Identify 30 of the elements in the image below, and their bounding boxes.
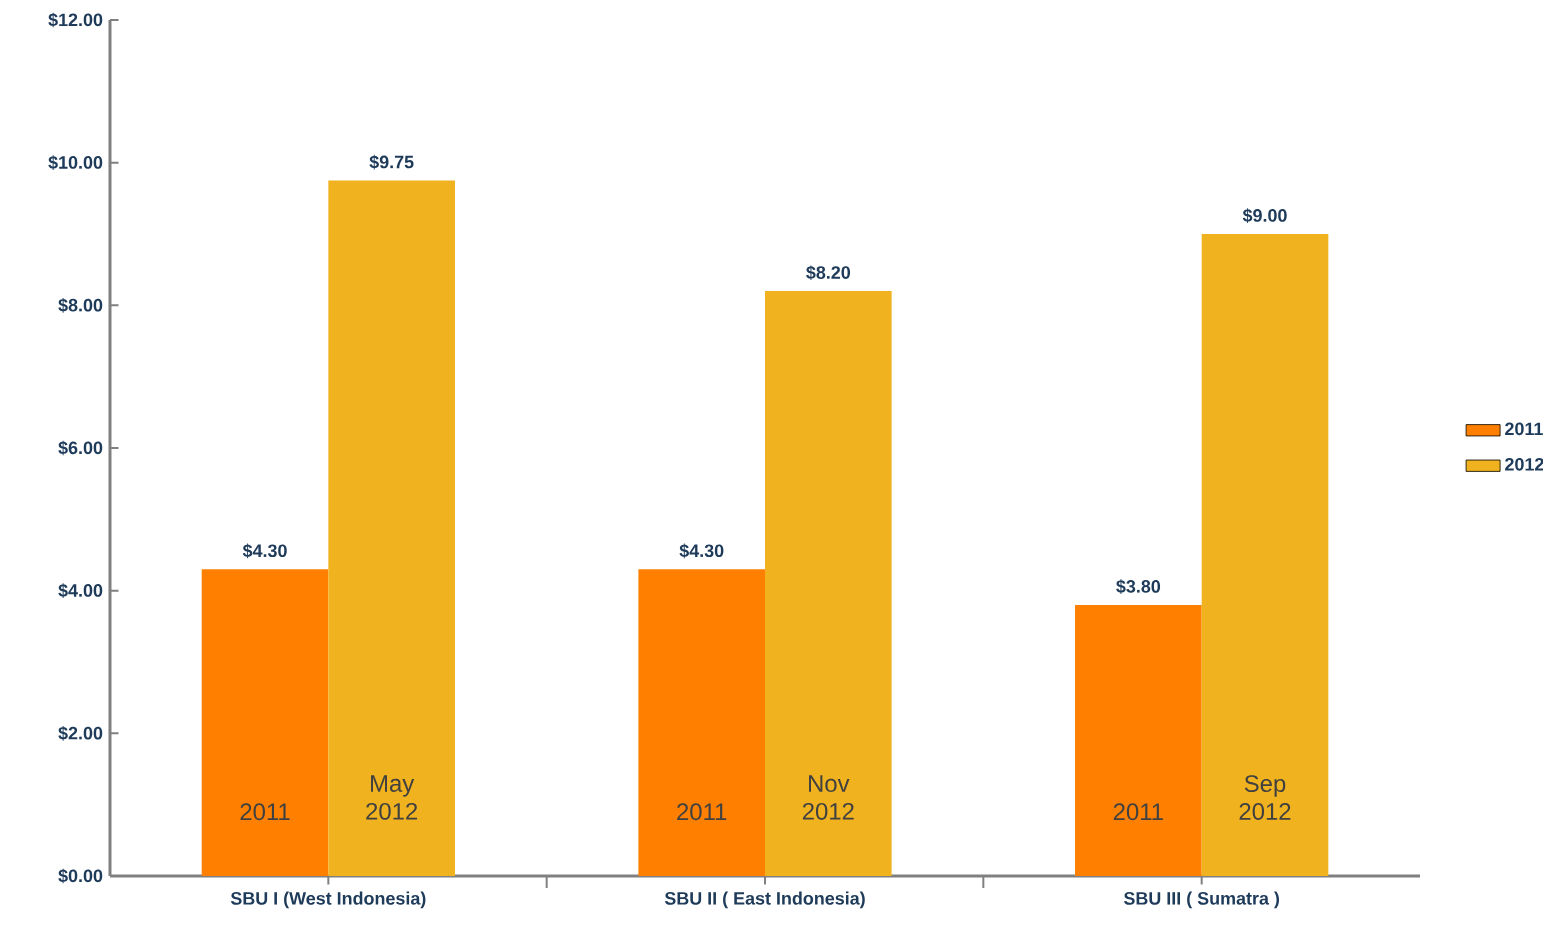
data-label: $4.30 [242, 543, 287, 559]
annotation: 2011 [1113, 803, 1163, 821]
bar [201, 569, 329, 876]
legend-label: 2012 [1505, 457, 1543, 471]
annotation: May 2012 [366, 775, 418, 820]
annotation: 2011 [240, 803, 290, 821]
data-label: $4.30 [679, 543, 724, 559]
y-tick-label: $2.00 [58, 726, 103, 741]
bar [1075, 604, 1202, 876]
y-tick-label: $8.00 [58, 298, 103, 313]
data-label: $3.80 [1116, 579, 1161, 594]
annotation: Nov 2012 [802, 775, 854, 820]
x-tick-label: SBU II ( East Indonesia) [664, 891, 865, 909]
bar [638, 569, 766, 876]
annotation: 2011 [677, 803, 727, 821]
bar [328, 180, 455, 876]
y-tick-label: $4.00 [58, 583, 103, 598]
data-label: $9.75 [369, 154, 414, 170]
y-tick-label: $12.00 [48, 12, 103, 28]
legend-label: 2011 [1505, 422, 1543, 436]
bar [765, 291, 892, 876]
data-label: $8.20 [806, 265, 851, 281]
y-tick-label: $10.00 [48, 155, 103, 170]
y-tick-label: $6.00 [58, 440, 103, 456]
y-tick-label: $0.00 [58, 868, 103, 884]
annotation: Sep 2012 [1239, 775, 1291, 820]
x-tick-label: SBU III ( Sumatra ) [1123, 891, 1280, 909]
bar [1201, 233, 1329, 876]
x-tick-label: SBU I (West Indonesia) [230, 891, 426, 909]
data-label: $9.00 [1242, 208, 1287, 223]
